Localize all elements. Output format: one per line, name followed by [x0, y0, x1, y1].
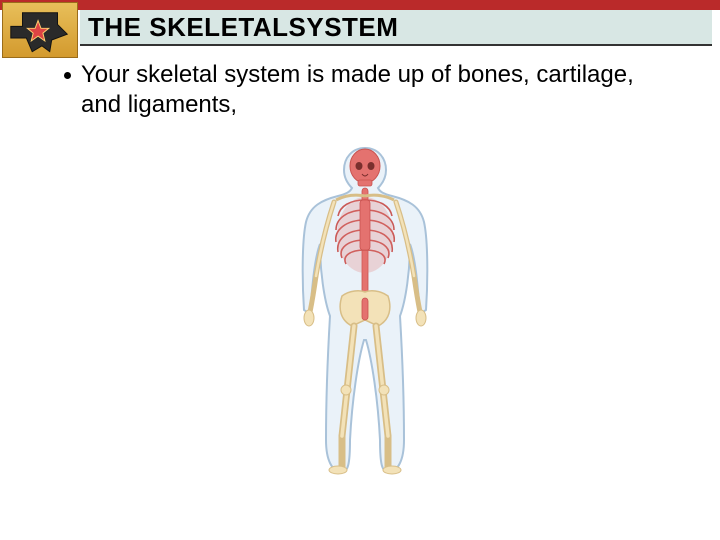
accent-stripe	[0, 0, 720, 10]
skeleton-figure	[280, 140, 450, 480]
slide-title: THE SKELETALSYSTEM	[88, 12, 398, 43]
list-item: Your skeletal system is made up of bones…	[64, 60, 680, 120]
bullet-icon	[64, 72, 71, 79]
skeleton-svg	[280, 140, 450, 480]
texas-logo	[2, 2, 78, 58]
title-bar: THE SKELETALSYSTEM	[80, 10, 712, 46]
texas-icon	[3, 3, 77, 58]
slide: THE SKELETALSYSTEM Your skeletal system …	[0, 0, 720, 540]
bullet-text: Your skeletal system is made up of bones…	[81, 60, 680, 120]
bullet-list: Your skeletal system is made up of bones…	[64, 60, 680, 120]
